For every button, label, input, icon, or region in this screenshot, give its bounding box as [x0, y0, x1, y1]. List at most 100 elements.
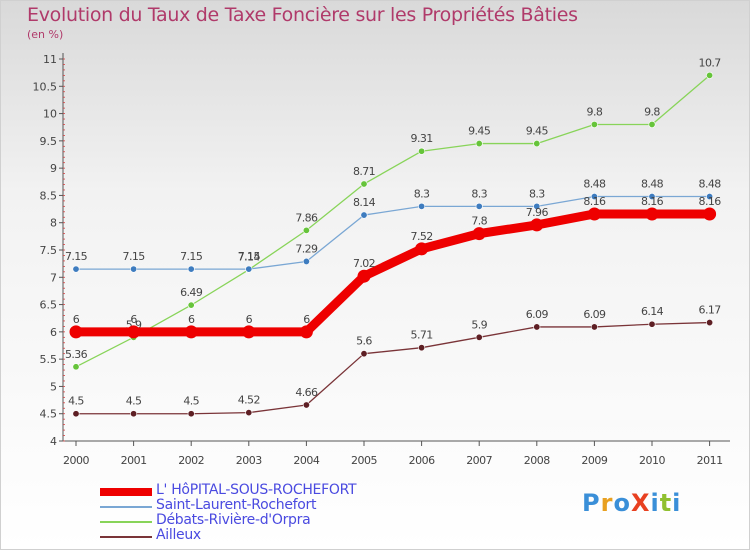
series-line — [75, 321, 711, 415]
y-tick-label: 9 — [50, 162, 57, 175]
data-label: 8.16 — [699, 195, 722, 208]
data-point — [590, 193, 598, 201]
data-label: 7.15 — [180, 250, 203, 263]
data-point — [130, 265, 138, 273]
data-label: 8.48 — [641, 178, 664, 191]
data-point — [72, 363, 80, 371]
data-point — [587, 207, 601, 221]
proxiti-logo: ProXiti — [582, 489, 682, 517]
data-point — [475, 202, 483, 210]
y-tick-label: 4 — [50, 435, 57, 448]
data-point — [187, 301, 195, 309]
x-tick-label: 2009 — [581, 454, 607, 467]
x-tick-label: 2001 — [121, 454, 147, 467]
data-label: 7.14 — [238, 251, 261, 264]
data-label: 9.31 — [411, 132, 433, 145]
y-tick-label: 10 — [43, 108, 57, 121]
data-point — [648, 193, 656, 201]
data-point — [360, 180, 368, 188]
y-tick-label: 4.5 — [40, 408, 58, 421]
x-tick-label: 2004 — [293, 454, 319, 467]
series-line — [75, 195, 711, 270]
data-point — [418, 344, 426, 352]
data-label: 8.16 — [641, 195, 664, 208]
data-label: 6 — [246, 313, 253, 326]
x-tick-label: 2008 — [524, 454, 550, 467]
data-point — [415, 242, 429, 256]
y-tick-label: 5.5 — [40, 353, 58, 366]
series-line — [75, 74, 711, 368]
data-point — [472, 227, 486, 241]
data-label: 6 — [130, 313, 137, 326]
x-tick-label: 2006 — [409, 454, 435, 467]
data-label: 5.6 — [356, 335, 372, 348]
x-tick-label: 2011 — [697, 454, 723, 467]
x-tick-label: 2010 — [639, 454, 665, 467]
legend-swatch — [100, 536, 152, 538]
data-label: 9.8 — [644, 105, 660, 118]
data-point — [184, 325, 198, 339]
data-label: 5.9 — [471, 318, 487, 331]
data-point — [475, 333, 483, 341]
data-label: 4.5 — [68, 395, 84, 408]
data-label: 7.15 — [238, 250, 261, 263]
x-tick-label: 2002 — [178, 454, 204, 467]
data-label: 7.29 — [295, 242, 318, 255]
data-point — [127, 325, 141, 339]
data-label: 8.16 — [583, 195, 606, 208]
y-tick-label: 7 — [50, 271, 57, 284]
data-point — [475, 140, 483, 148]
data-label: 7.8 — [471, 215, 487, 228]
data-point — [360, 211, 368, 219]
data-point — [590, 323, 598, 331]
data-label: 7.52 — [411, 230, 433, 243]
data-label: 8.48 — [699, 178, 722, 191]
data-label: 5.71 — [411, 329, 433, 342]
chart-unit-label: (en %) — [27, 28, 64, 41]
data-label: 6.09 — [583, 308, 606, 321]
y-tick-label: 8.5 — [40, 189, 58, 202]
legend-label: L' HôPITAL-SOUS-ROCHEFORT — [156, 482, 357, 498]
data-point — [245, 265, 253, 273]
data-point — [533, 140, 541, 148]
data-label: 6 — [188, 313, 195, 326]
data-label: 8.3 — [414, 187, 430, 200]
x-tick-label: 2000 — [63, 454, 89, 467]
data-label: 4.5 — [126, 395, 142, 408]
data-label: 8.3 — [471, 187, 487, 200]
data-point — [357, 269, 371, 283]
data-point — [72, 410, 80, 418]
data-label: 7.02 — [353, 257, 375, 270]
data-label: 4.52 — [238, 394, 260, 407]
legend-swatch — [100, 506, 152, 508]
data-point — [72, 265, 80, 273]
data-label: 9.8 — [587, 105, 603, 118]
y-tick-label: 8 — [50, 217, 57, 230]
data-point — [69, 325, 83, 339]
y-tick-label: 11 — [43, 53, 57, 66]
y-tick-label: 9.5 — [40, 135, 58, 148]
data-point — [418, 202, 426, 210]
data-label: 8.48 — [583, 178, 606, 191]
x-tick-label: 2003 — [236, 454, 262, 467]
data-label: 6.09 — [526, 308, 549, 321]
data-label: 5.36 — [65, 348, 88, 361]
y-tick-label: 6 — [50, 326, 57, 339]
y-tick-label: 5 — [50, 380, 57, 393]
legend-label: Débats-Rivière-d'Orpra — [156, 512, 311, 528]
data-label: 9.45 — [526, 125, 549, 138]
data-point — [706, 71, 714, 79]
legend-label: Saint-Laurent-Rochefort — [156, 497, 317, 513]
data-label: 8.3 — [529, 187, 545, 200]
data-label: 8.14 — [353, 196, 376, 209]
data-point — [242, 325, 256, 339]
data-label: 6.49 — [180, 286, 203, 299]
data-point — [245, 409, 253, 417]
data-point — [533, 202, 541, 210]
legend-label: Ailleux — [156, 527, 201, 543]
data-point — [302, 401, 310, 409]
data-point — [418, 147, 426, 155]
data-point — [706, 193, 714, 201]
data-point — [187, 410, 195, 418]
